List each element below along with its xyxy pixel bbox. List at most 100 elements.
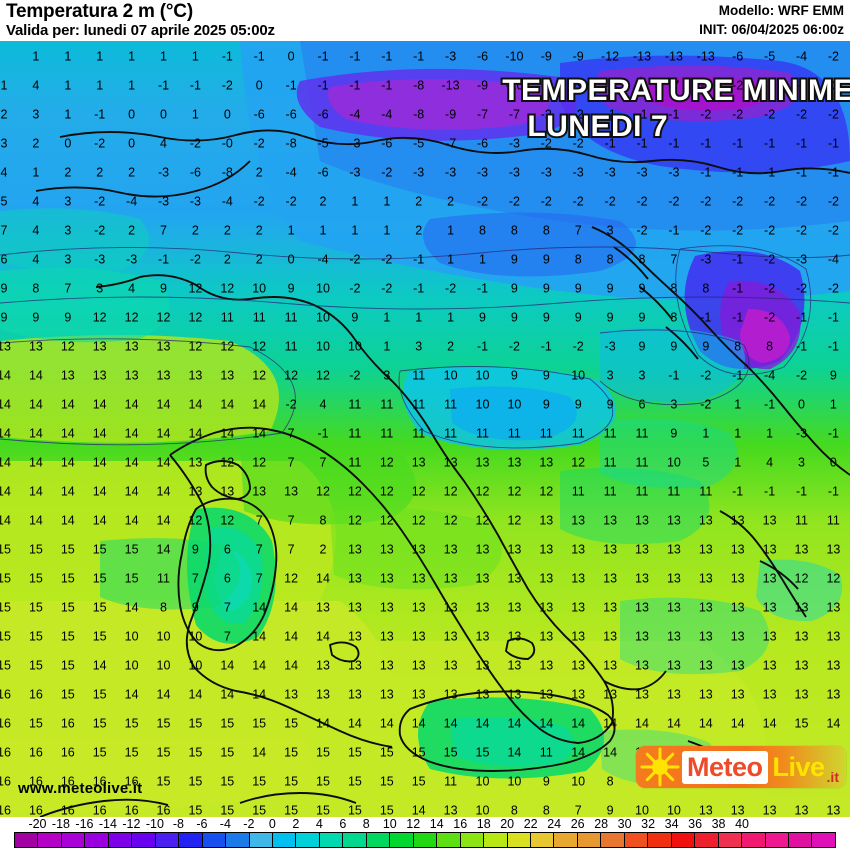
grid-value: -6: [317, 107, 329, 122]
grid-value: 16: [28, 687, 43, 702]
grid-value: -2: [827, 49, 839, 64]
grid-value: 13: [539, 513, 554, 528]
grid-value: 13: [347, 658, 362, 673]
grid-value: 8: [766, 339, 774, 354]
grid-value: 13: [826, 687, 841, 702]
grid-value: 15: [28, 600, 43, 615]
grid-value: 13: [571, 629, 586, 644]
grid-value: 14: [156, 397, 171, 412]
grid-value: -3: [349, 165, 361, 180]
temperature-map[interactable]: 1 1 1 1 1 1 -1 -1 0 -1 -1 -1 -1 -3 -6 -10 -9 -9 -12 -13 -13-…: [0, 41, 850, 817]
grid-value: 10: [316, 310, 330, 325]
grid-value: -4: [795, 49, 808, 64]
grid-value: 0: [287, 252, 295, 267]
grid-value: -2: [700, 368, 712, 383]
grid-value: 14: [252, 600, 267, 615]
grid-value: 10: [156, 629, 171, 644]
grid-value: 4: [766, 455, 774, 470]
grid-value: 4: [0, 165, 8, 180]
grid-value: -6: [381, 136, 393, 151]
grid-value: 12: [347, 513, 362, 528]
grid-value: 3: [606, 368, 614, 383]
grid-value: 9: [542, 252, 550, 267]
grid-value: 14: [220, 397, 235, 412]
grid-value: 16: [0, 745, 11, 760]
grid-value: 13: [28, 339, 43, 354]
color-scale-swatch: [812, 833, 835, 847]
grid-value: -2: [94, 223, 106, 238]
grid-value: 13: [794, 542, 809, 557]
color-scale-tick-label: 40: [735, 817, 749, 831]
grid-value: 1: [702, 426, 710, 441]
grid-value: -1: [381, 49, 393, 64]
grid-value: -1: [700, 136, 712, 151]
grid-value: -3: [795, 252, 808, 267]
grid-value: 1: [96, 78, 104, 93]
grid-value: 15: [92, 716, 107, 731]
grid-value: -2: [445, 281, 457, 296]
color-scale-swatch: [202, 833, 227, 847]
meteolive-logo[interactable]: Meteo Live .it: [636, 745, 846, 789]
grid-value: -2: [381, 165, 393, 180]
grid-value: 11: [284, 339, 298, 354]
grid-value: 13: [411, 687, 426, 702]
grid-value: 1: [351, 223, 359, 238]
grid-value: -13: [664, 49, 683, 64]
grid-value: -4: [827, 252, 839, 267]
grid-value: 9: [702, 339, 710, 354]
grid-value: 15: [188, 774, 203, 789]
grid-value: -2: [764, 107, 776, 122]
grid-value: 10: [475, 397, 490, 412]
grid-value: 13: [411, 571, 426, 586]
grid-value: -2: [540, 194, 552, 209]
grid-value: 10: [475, 803, 490, 817]
grid-value: 14: [252, 397, 267, 412]
color-scale-swatch: [108, 833, 133, 847]
color-scale-swatch: [226, 833, 250, 847]
grid-value: 14: [571, 745, 586, 760]
grid-value: 1: [447, 223, 455, 238]
grid-value: 10: [188, 629, 203, 644]
grid-value: 14: [124, 687, 139, 702]
grid-value: -1: [827, 310, 839, 325]
grid-value: -9: [572, 49, 584, 64]
grid-value: 6: [638, 397, 646, 412]
grid-value: 7: [191, 571, 199, 586]
grid-value: -6: [317, 165, 329, 180]
grid-value: 11: [380, 397, 394, 412]
grid-value: 6: [223, 542, 231, 557]
grid-value: 14: [156, 426, 171, 441]
grid-value: 10: [507, 774, 522, 789]
grid-value: 12: [60, 339, 75, 354]
grid-value: -8: [285, 136, 297, 151]
grid-value: 1: [191, 49, 199, 64]
grid-value: 13: [284, 687, 299, 702]
grid-value: 13: [762, 571, 777, 586]
grid-value: 10: [188, 658, 203, 673]
grid-value: 13: [698, 542, 713, 557]
color-scale-tick-label: 36: [688, 817, 703, 831]
grid-value: -6: [285, 107, 297, 122]
grid-value: 4: [128, 281, 136, 296]
grid-value: 8: [319, 513, 327, 528]
grid-value: 10: [347, 339, 362, 354]
grid-value: -1: [764, 484, 776, 499]
grid-value: 14: [92, 455, 107, 470]
grid-value: -1: [668, 136, 680, 151]
grid-value: 14: [603, 716, 618, 731]
grid-value: 15: [60, 571, 75, 586]
grid-value: 9: [574, 281, 582, 296]
grid-value: 13: [188, 484, 203, 499]
logo-tld-text: .it: [826, 769, 839, 785]
grid-value: 10: [571, 774, 586, 789]
grid-value: 15: [156, 716, 171, 731]
grid-value: 14: [124, 600, 139, 615]
grid-value: -1: [349, 49, 361, 64]
grid-value: -3: [94, 252, 106, 267]
grid-value-overlay: 1 1 1 1 1 1 -1 -1 0 -1 -1 -1 -1 -3 -6 -10 -9 -9 -12 -13 -13-…: [0, 41, 850, 817]
grid-value: 15: [316, 745, 330, 760]
grid-value: -2: [604, 194, 616, 209]
grid-value: 13: [0, 339, 11, 354]
color-scale-tick-label: -2: [243, 817, 255, 831]
color-scale-tick-label: 0: [268, 817, 276, 831]
